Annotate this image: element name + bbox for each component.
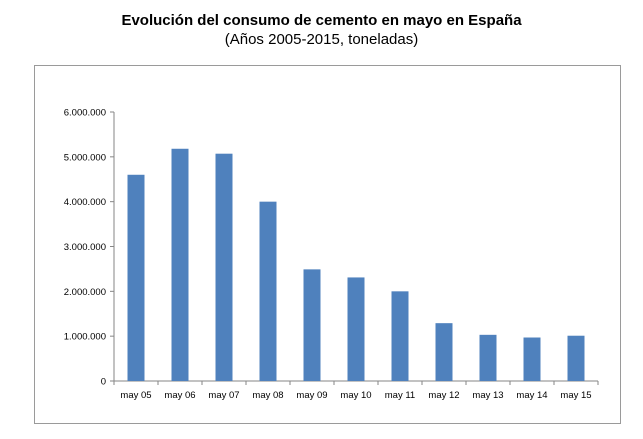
y-tick-label: 6.000.000 <box>64 108 106 119</box>
x-tick-label: may 13 <box>472 390 503 401</box>
y-tick-label: 4.000.000 <box>64 197 106 208</box>
x-tick-label: may 05 <box>120 390 151 401</box>
bar <box>347 277 365 381</box>
bar <box>303 269 321 381</box>
x-tick-label: may 12 <box>428 390 459 401</box>
x-tick-label: may 08 <box>252 390 283 401</box>
x-tick-label: may 07 <box>208 390 239 401</box>
x-tick-label: may 10 <box>340 390 371 401</box>
bar <box>127 174 145 381</box>
y-axis-ticks: 0 1.000.000 2.000.000 3.000.000 4.000.000 5.0… <box>64 108 114 388</box>
x-tick-label: may 11 <box>385 390 415 401</box>
x-tick-label: may 09 <box>296 390 327 401</box>
chart-subtitle: (Años 2005-2015, toneladas) <box>224 31 419 48</box>
y-tick-label: 1.000.000 <box>64 332 106 343</box>
bars <box>127 148 585 381</box>
y-tick-label: 5.000.000 <box>64 152 106 163</box>
bar <box>215 153 233 381</box>
bar <box>567 335 585 381</box>
y-tick-label: 0 <box>101 377 106 388</box>
bar <box>435 323 453 381</box>
bar <box>391 291 409 381</box>
x-tick-label: may 15 <box>560 390 591 401</box>
bar <box>171 148 189 381</box>
y-tick-label: 3.000.000 <box>64 242 106 253</box>
bar <box>523 337 541 381</box>
chart-title: Evolución del consumo de cemento en mayo… <box>121 12 522 29</box>
x-tick-label: may 14 <box>516 390 547 401</box>
x-tick-label: may 06 <box>164 390 195 401</box>
bar <box>259 201 277 381</box>
y-tick-label: 2.000.000 <box>64 287 106 298</box>
x-axis-labels: may 05 may 06 may 07 may 08 may 09 may 10 may … <box>113 381 599 401</box>
bar <box>479 334 497 381</box>
